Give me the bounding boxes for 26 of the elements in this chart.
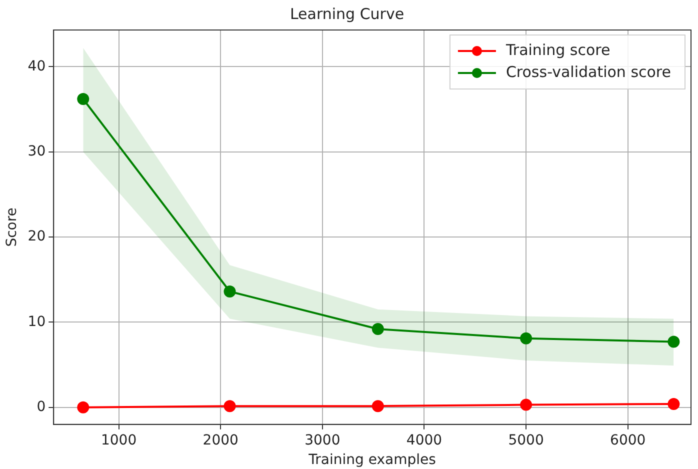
x-axis-title: Training examples (308, 452, 436, 468)
x-tick-label: 3000 (304, 432, 340, 448)
legend-label: Training score (504, 40, 610, 59)
point (668, 336, 680, 348)
point (372, 322, 384, 335)
x-tick-label: 4000 (406, 432, 442, 448)
y-tick-label: 30 (28, 143, 46, 160)
point (520, 332, 532, 344)
x-tick-label: 6000 (610, 432, 646, 448)
x-tick-label: 2000 (202, 432, 238, 448)
chart-title: Learning Curve (290, 4, 404, 23)
legend-label: Cross-validation score (506, 62, 672, 81)
point (372, 400, 384, 412)
y-axis-title: Score (4, 208, 20, 247)
point (668, 398, 680, 410)
x-tick-label: 5000 (508, 432, 544, 448)
point (224, 400, 236, 412)
y-tick-label: 40 (28, 58, 46, 74)
point (520, 398, 532, 411)
point (224, 286, 236, 298)
y-tick-label: 0 (36, 399, 46, 416)
y-tick-label: 20 (28, 228, 46, 245)
y-tick-label: 10 (28, 314, 46, 330)
point (77, 93, 90, 105)
point (77, 401, 90, 414)
x-tick-label: 1000 (100, 432, 137, 448)
